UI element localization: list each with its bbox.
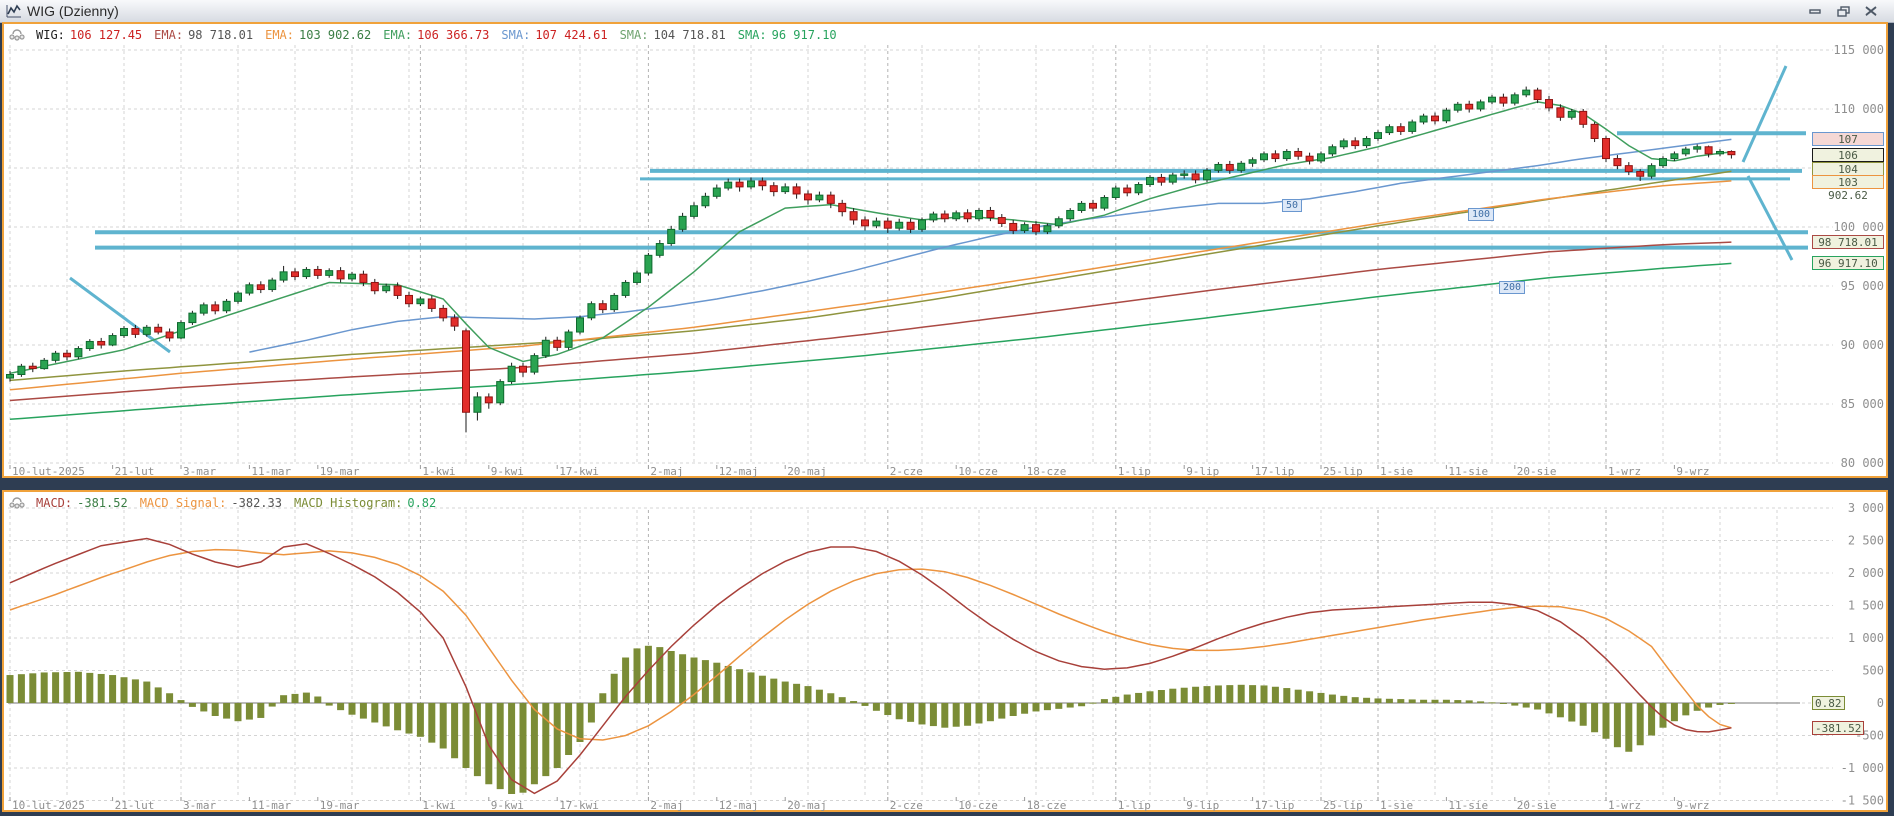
price-label: 0.82 [1812, 696, 1845, 710]
macd-legend: MACD: -381.52 MACD Signal: -382.33 MACD Hist… [8, 494, 436, 512]
legend-value: 96 917.10 [771, 28, 837, 42]
ma-period-tag: 100 [1468, 208, 1495, 221]
legend-label: MACD Signal: [139, 496, 227, 510]
legend-value: 106 127.45 [69, 28, 143, 42]
legend-label: EMA: [154, 28, 184, 42]
price-chart-legend: WIG: 106 127.45 EMA: 98 718.01 EMA: 103 902.6… [8, 26, 837, 44]
legend-value: -382.33 [231, 496, 282, 510]
price-label: 107 424.61 [1812, 132, 1884, 159]
legend-label: SMA: [619, 28, 649, 42]
window-titlebar[interactable]: WIG (Dzienny) [0, 0, 1894, 23]
price-label: 96 917.10 [1812, 256, 1884, 270]
price-label: 104 718.81 [1812, 162, 1884, 189]
legend-value: -381.52 [77, 496, 128, 510]
chart-properties-icon[interactable] [8, 496, 26, 510]
legend-item: WIG: 106 127.45 [36, 28, 142, 42]
legend-label: MACD: [36, 496, 73, 510]
legend-item: EMA: 98 718.01 [154, 28, 253, 42]
minimize-button[interactable] [1806, 4, 1824, 18]
legend-value: 103 902.62 [299, 28, 372, 42]
window-buttons [1806, 4, 1880, 18]
legend-item: MACD Signal: -382.33 [140, 496, 282, 510]
legend-label: MACD Histogram: [293, 496, 403, 510]
price-label: 106 127.45 [1812, 148, 1884, 175]
price-chart-panel[interactable]: WIG: 106 127.45 EMA: 98 718.01 EMA: 103 902.6… [2, 22, 1888, 478]
line-chart-icon [6, 4, 21, 18]
legend-label: EMA: [265, 28, 294, 42]
legend-label: EMA: [383, 28, 413, 42]
legend-value: 107 424.61 [535, 28, 608, 42]
legend-item: SMA: 96 917.10 [738, 28, 837, 42]
legend-item: EMA: 103 902.62 [265, 28, 371, 42]
legend-value: 104 718.81 [653, 28, 726, 42]
price-label: -381.52 [1812, 721, 1865, 735]
legend-item: EMA: 106 366.73 [383, 28, 489, 42]
chart-properties-icon[interactable] [8, 28, 26, 42]
macd-panel[interactable]: MACD: -381.52 MACD Signal: -382.33 MACD Hist… [2, 490, 1888, 812]
legend-label: SMA: [737, 28, 767, 42]
legend-label: SMA: [501, 28, 531, 42]
legend-value: 98 718.01 [188, 28, 254, 42]
ma-period-tag: 200 [1499, 281, 1526, 294]
legend-item: SMA: 104 718.81 [620, 28, 726, 42]
legend-value: 106 366.73 [417, 28, 490, 42]
legend-item: MACD Histogram: 0.82 [294, 496, 436, 510]
legend-value: 0.82 [407, 496, 437, 510]
close-button[interactable] [1862, 4, 1880, 18]
price-label: 103 902.62 [1812, 175, 1884, 202]
price-label: 98 718.01 [1812, 235, 1884, 249]
window-title: WIG (Dzienny) [27, 3, 119, 19]
legend-item: SMA: 107 424.61 [501, 28, 607, 42]
ma-period-tag: 50 [1282, 199, 1303, 212]
legend-label: WIG: [36, 28, 65, 42]
legend-item: MACD: -381.52 [36, 496, 128, 510]
restore-button[interactable] [1834, 4, 1852, 18]
